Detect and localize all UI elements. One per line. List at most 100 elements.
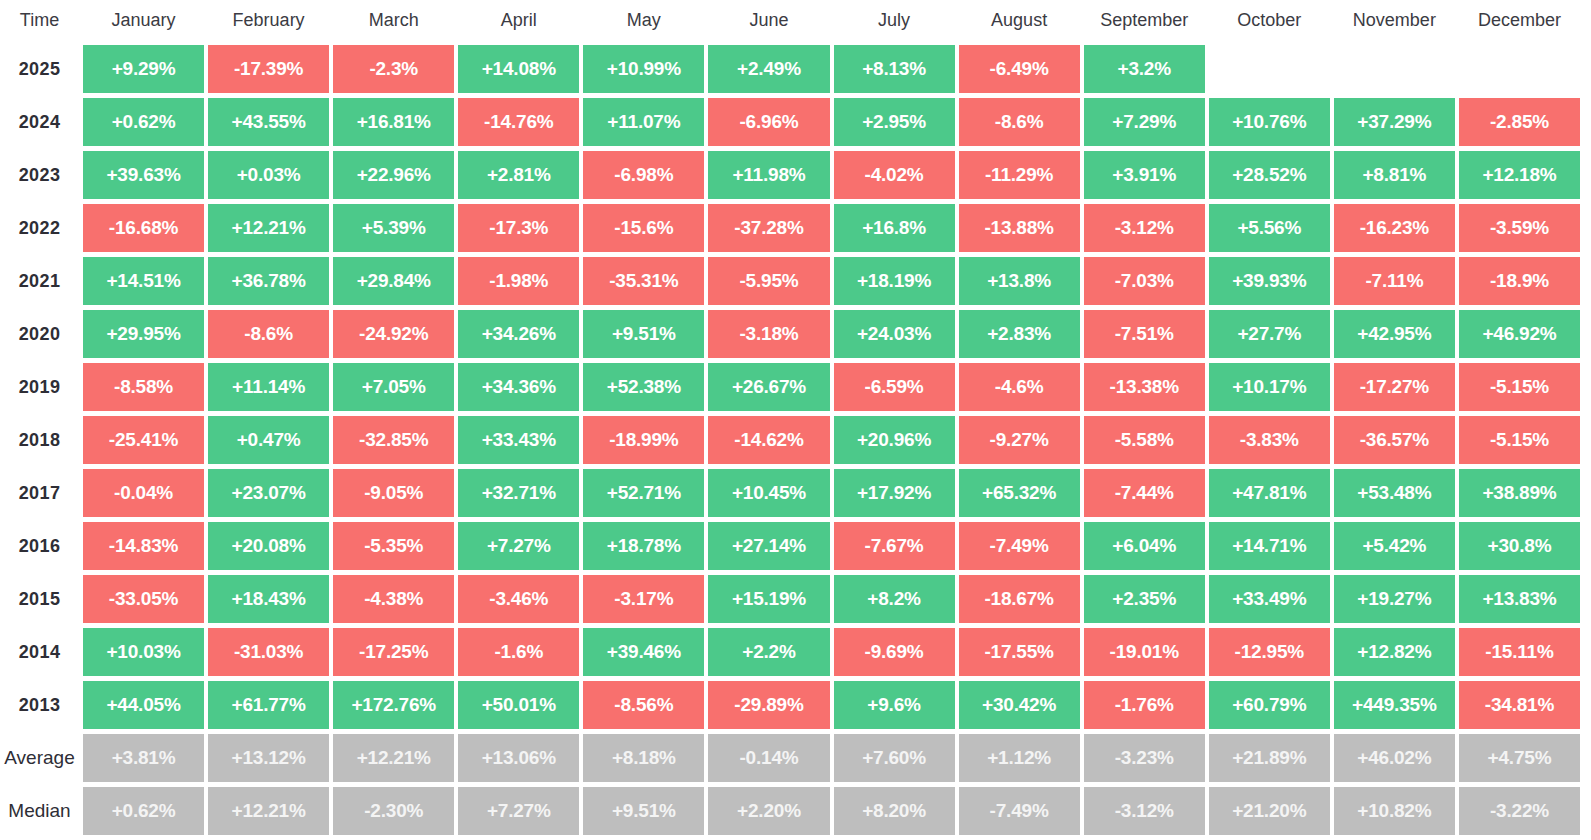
heatmap-cell: -16.23% bbox=[1334, 204, 1455, 252]
corner-header-time: Time bbox=[0, 0, 79, 40]
heatmap-cell: -17.25% bbox=[333, 628, 454, 676]
heatmap-cell: -3.22% bbox=[1459, 787, 1580, 835]
heatmap-cell: +30.42% bbox=[959, 681, 1080, 729]
heatmap-cell: +2.83% bbox=[959, 310, 1080, 358]
heatmap-cell: +28.52% bbox=[1209, 151, 1330, 199]
heatmap-cell: -17.39% bbox=[208, 45, 329, 93]
heatmap-cell: -8.6% bbox=[959, 98, 1080, 146]
heatmap-cell: +9.51% bbox=[583, 787, 704, 835]
heatmap-cell: +5.56% bbox=[1209, 204, 1330, 252]
heatmap-cell: -0.04% bbox=[83, 469, 204, 517]
heatmap-cell: -16.68% bbox=[83, 204, 204, 252]
row-label-2013: 2013 bbox=[0, 681, 79, 729]
heatmap-cell: -19.01% bbox=[1084, 628, 1205, 676]
heatmap-cell: -9.05% bbox=[333, 469, 454, 517]
heatmap-cell: -6.98% bbox=[583, 151, 704, 199]
heatmap-cell: +43.55% bbox=[208, 98, 329, 146]
heatmap-cell: +53.48% bbox=[1334, 469, 1455, 517]
heatmap-cell: +29.95% bbox=[83, 310, 204, 358]
heatmap-cell: -11.29% bbox=[959, 151, 1080, 199]
heatmap-cell: +9.29% bbox=[83, 45, 204, 93]
heatmap-cell: +14.51% bbox=[83, 257, 204, 305]
heatmap-cell: +7.60% bbox=[834, 734, 955, 782]
row-label-median: Median bbox=[0, 787, 79, 835]
heatmap-cell: -4.38% bbox=[333, 575, 454, 623]
heatmap-cell: +2.2% bbox=[708, 628, 829, 676]
row-label-2015: 2015 bbox=[0, 575, 79, 623]
heatmap-cell: +9.6% bbox=[834, 681, 955, 729]
heatmap-cell: +38.89% bbox=[1459, 469, 1580, 517]
heatmap-cell: -34.81% bbox=[1459, 681, 1580, 729]
heatmap-cell: +14.08% bbox=[458, 45, 579, 93]
heatmap-cell: -0.14% bbox=[708, 734, 829, 782]
row-label-2025: 2025 bbox=[0, 45, 79, 93]
column-header-april: April bbox=[458, 0, 579, 40]
heatmap-cell: -37.28% bbox=[708, 204, 829, 252]
heatmap-cell: +44.05% bbox=[83, 681, 204, 729]
heatmap-cell: +10.03% bbox=[83, 628, 204, 676]
heatmap-cell: -5.95% bbox=[708, 257, 829, 305]
heatmap-cell: -1.98% bbox=[458, 257, 579, 305]
heatmap-cell: +23.07% bbox=[208, 469, 329, 517]
column-header-may: May bbox=[583, 0, 704, 40]
heatmap-cell: +10.99% bbox=[583, 45, 704, 93]
heatmap-cell: -1.6% bbox=[458, 628, 579, 676]
heatmap-cell: +8.20% bbox=[834, 787, 955, 835]
heatmap-cell: +12.21% bbox=[333, 734, 454, 782]
row-label-2016: 2016 bbox=[0, 522, 79, 570]
heatmap-cell: +46.92% bbox=[1459, 310, 1580, 358]
heatmap-cell: -6.96% bbox=[708, 98, 829, 146]
heatmap-cell: +18.78% bbox=[583, 522, 704, 570]
heatmap-cell: -14.83% bbox=[83, 522, 204, 570]
heatmap-cell: +7.29% bbox=[1084, 98, 1205, 146]
heatmap-cell: +34.26% bbox=[458, 310, 579, 358]
row-label-2023: 2023 bbox=[0, 151, 79, 199]
heatmap-cell: +65.32% bbox=[959, 469, 1080, 517]
heatmap-cell: +24.03% bbox=[834, 310, 955, 358]
heatmap-cell: -3.12% bbox=[1084, 787, 1205, 835]
heatmap-cell: +2.95% bbox=[834, 98, 955, 146]
heatmap-cell: +11.07% bbox=[583, 98, 704, 146]
heatmap-cell: -25.41% bbox=[83, 416, 204, 464]
heatmap-cell: +0.62% bbox=[83, 787, 204, 835]
heatmap-cell: +21.20% bbox=[1209, 787, 1330, 835]
heatmap-cell: -7.49% bbox=[959, 522, 1080, 570]
column-header-november: November bbox=[1334, 0, 1455, 40]
heatmap-cell: -7.03% bbox=[1084, 257, 1205, 305]
heatmap-cell: +15.19% bbox=[708, 575, 829, 623]
heatmap-cell: +7.05% bbox=[333, 363, 454, 411]
heatmap-cell: -9.69% bbox=[834, 628, 955, 676]
row-label-2014: 2014 bbox=[0, 628, 79, 676]
heatmap-cell: -5.15% bbox=[1459, 416, 1580, 464]
heatmap-cell: +0.62% bbox=[83, 98, 204, 146]
heatmap-cell: +52.71% bbox=[583, 469, 704, 517]
heatmap-cell: +8.2% bbox=[834, 575, 955, 623]
heatmap-cell: +5.42% bbox=[1334, 522, 1455, 570]
row-label-2021: 2021 bbox=[0, 257, 79, 305]
column-header-august: August bbox=[959, 0, 1080, 40]
heatmap-cell: -7.67% bbox=[834, 522, 955, 570]
heatmap-cell bbox=[1334, 45, 1455, 93]
heatmap-cell: +2.35% bbox=[1084, 575, 1205, 623]
heatmap-cell: +39.93% bbox=[1209, 257, 1330, 305]
heatmap-cell: -8.6% bbox=[208, 310, 329, 358]
heatmap-cell: -4.6% bbox=[959, 363, 1080, 411]
heatmap-cell: +12.18% bbox=[1459, 151, 1580, 199]
heatmap-cell: +12.21% bbox=[208, 204, 329, 252]
monthly-returns-heatmap: TimeJanuaryFebruaryMarchAprilMayJuneJuly… bbox=[0, 0, 1580, 835]
heatmap-cell: +36.78% bbox=[208, 257, 329, 305]
row-label-2017: 2017 bbox=[0, 469, 79, 517]
heatmap-cell: -9.27% bbox=[959, 416, 1080, 464]
heatmap-cell: +16.81% bbox=[333, 98, 454, 146]
column-header-february: February bbox=[208, 0, 329, 40]
column-header-december: December bbox=[1459, 0, 1580, 40]
heatmap-cell: -36.57% bbox=[1334, 416, 1455, 464]
heatmap-cell: -8.58% bbox=[83, 363, 204, 411]
heatmap-cell: -15.11% bbox=[1459, 628, 1580, 676]
heatmap-cell: +10.76% bbox=[1209, 98, 1330, 146]
heatmap-cell: +19.27% bbox=[1334, 575, 1455, 623]
heatmap-cell: -3.23% bbox=[1084, 734, 1205, 782]
heatmap-cell: +2.81% bbox=[458, 151, 579, 199]
heatmap-cell: -6.59% bbox=[834, 363, 955, 411]
heatmap-cell: -7.11% bbox=[1334, 257, 1455, 305]
